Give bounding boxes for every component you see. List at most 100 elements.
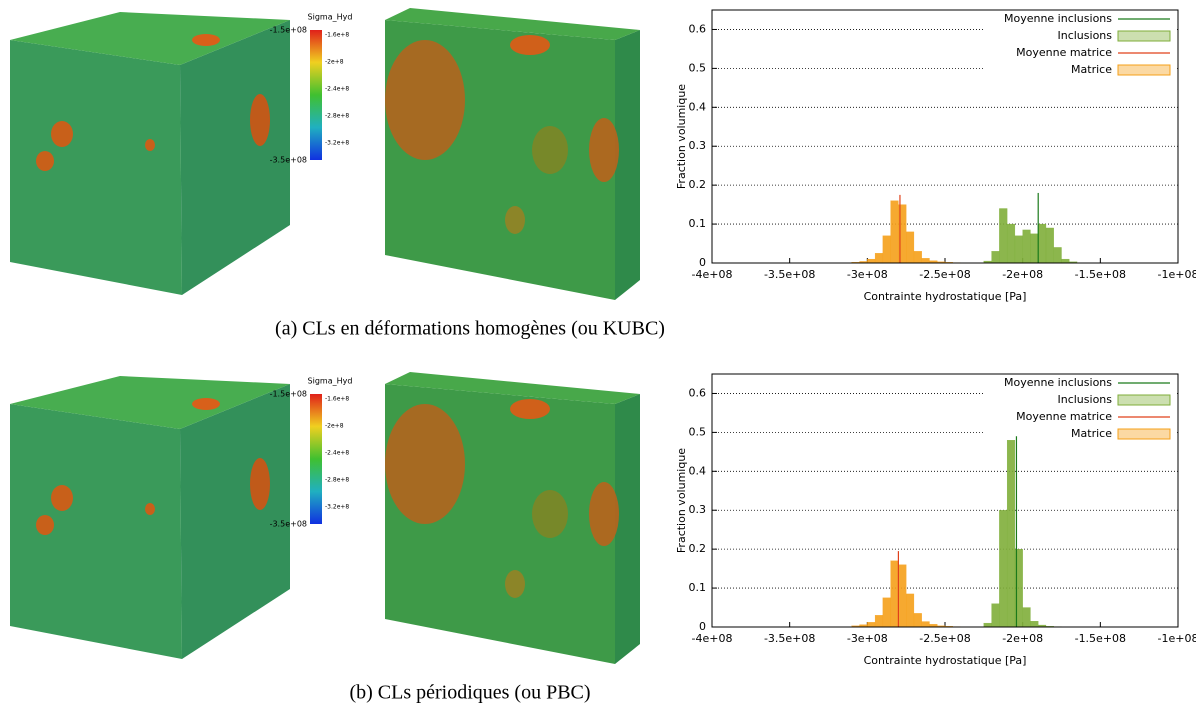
colorbar-tick: -2.4e+8 [325, 86, 349, 93]
caption: (b) CLs périodiques (ou PBC) [349, 682, 590, 704]
legend-swatch [1117, 394, 1171, 406]
histogram-bar [1022, 607, 1031, 628]
colorbar-tick: -2.8e+8 [325, 477, 349, 484]
y-tick-label: 0.1 [689, 217, 707, 230]
y-tick-label: 0 [699, 620, 706, 633]
histogram-bar [991, 251, 1000, 264]
x-tick-label: -1.5e+08 [1075, 268, 1126, 281]
legend-swatch [1117, 428, 1171, 440]
y-tick-label: 0.3 [689, 139, 707, 152]
histogram-bar [999, 510, 1008, 628]
histogram-bar [867, 258, 876, 264]
legend-label: Moyenne matrice [1016, 410, 1112, 423]
legend-label: Moyenne inclusions [1004, 12, 1112, 25]
x-tick-label: -1.5e+08 [1075, 632, 1126, 645]
histogram-bar [1038, 223, 1047, 264]
y-tick-label: 0.4 [689, 100, 707, 113]
legend-label: Inclusions [1057, 29, 1112, 42]
histogram-bar [874, 615, 884, 628]
y-tick-label: 0.4 [689, 464, 707, 477]
colorbar-max: -1.5e+08 [270, 390, 307, 399]
x-tick-label: -2e+08 [1002, 268, 1043, 281]
x-tick-label: -4e+08 [692, 632, 733, 645]
y-tick-label: 0 [699, 256, 706, 269]
histogram-bar [913, 251, 922, 264]
histogram-bar [1045, 227, 1054, 264]
histogram-bar [921, 621, 930, 628]
y-tick-label: 0.6 [689, 22, 707, 35]
histogram-bar [882, 597, 891, 628]
colorbar [310, 394, 322, 524]
x-tick-label: -3.5e+08 [764, 632, 815, 645]
histogram-bar [999, 208, 1008, 264]
histogram-bar [1022, 229, 1031, 264]
colorbar-title: Sigma_Hyd [308, 13, 353, 22]
legend-swatch [1117, 30, 1171, 42]
histogram-bar [991, 603, 1000, 628]
y-tick-label: 0.2 [689, 178, 707, 191]
histogram-bar [921, 258, 930, 264]
plot-frame [711, 373, 1179, 628]
y-tick-label: 0.6 [689, 386, 707, 399]
x-tick-label: -3e+08 [847, 632, 888, 645]
histogram-bar [906, 231, 915, 264]
legend-swatch [1117, 64, 1171, 76]
histogram-bar [874, 253, 884, 264]
y-tick-label: 0.3 [689, 503, 707, 516]
y-tick-label: 0.1 [689, 581, 707, 594]
histogram-bar [1030, 621, 1039, 628]
x-tick-label: -4e+08 [692, 268, 733, 281]
plot-frame [711, 9, 1179, 264]
colorbar-tick: -1.6e+8 [325, 396, 349, 403]
x-axis-title: Contrainte hydrostatique [Pa] [864, 290, 1027, 303]
x-tick-label: -3.5e+08 [764, 268, 815, 281]
histogram-bar [1053, 247, 1062, 264]
histogram-bar [1006, 223, 1016, 264]
colorbar-title: Sigma_Hyd [308, 377, 353, 386]
colorbar-tick: -2.8e+8 [325, 113, 349, 120]
y-tick-label: 0.5 [689, 61, 707, 74]
y-tick-label: 0.5 [689, 425, 707, 438]
x-tick-label: -2.5e+08 [919, 632, 970, 645]
histogram-bar [913, 613, 922, 628]
legend-label: Matrice [1071, 427, 1112, 440]
y-axis-title: Fraction volumique [675, 84, 688, 189]
histogram-bar [1030, 233, 1039, 264]
histogram-bar [906, 593, 915, 628]
histogram-bar [1014, 235, 1023, 264]
legend-label: Inclusions [1057, 393, 1112, 406]
histogram-bar [890, 560, 899, 628]
colorbar-tick: -3.2e+8 [325, 140, 349, 147]
render-b [10, 372, 640, 664]
legend-box [985, 376, 1176, 446]
colorbar-tick: -1.6e+8 [325, 32, 349, 39]
colorbar [310, 30, 322, 160]
x-tick-label: -2.5e+08 [919, 268, 970, 281]
histogram-bar [890, 200, 899, 264]
y-tick-label: 0.2 [689, 542, 707, 555]
x-tick-label: -2e+08 [1002, 632, 1043, 645]
legend-label: Moyenne matrice [1016, 46, 1112, 59]
histogram-bar [882, 235, 891, 264]
histogram-bar [898, 564, 907, 628]
legend-label: Matrice [1071, 63, 1112, 76]
y-axis-title: Fraction volumique [675, 448, 688, 553]
histogram-bar [867, 622, 876, 628]
render-a [10, 8, 640, 300]
colorbar-min: -3.5e+08 [270, 156, 307, 165]
caption: (a) CLs en déformations homogènes (ou KU… [275, 318, 665, 340]
histogram-bar [1061, 258, 1070, 264]
legend-box [985, 12, 1176, 82]
x-tick-label: -1e+08 [1158, 268, 1196, 281]
colorbar-min: -3.5e+08 [270, 520, 307, 529]
colorbar-tick: -2e+8 [325, 423, 344, 430]
histogram-bar [983, 622, 992, 628]
colorbar-tick: -3.2e+8 [325, 504, 349, 511]
colorbar-tick: -2e+8 [325, 59, 344, 66]
x-tick-label: -3e+08 [847, 268, 888, 281]
colorbar-max: -1.5e+08 [270, 26, 307, 35]
x-tick-label: -1e+08 [1158, 632, 1196, 645]
histogram-bar [1006, 440, 1016, 628]
colorbar-tick: -2.4e+8 [325, 450, 349, 457]
